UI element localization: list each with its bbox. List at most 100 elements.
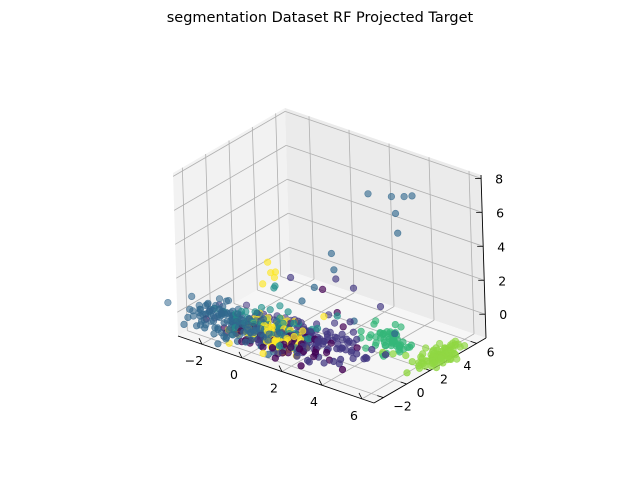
scatter-point-class-2 — [391, 209, 400, 218]
scatter-point-class-4 — [370, 320, 378, 328]
y-tick-label: 2 — [440, 372, 448, 387]
grid-z-left — [177, 246, 290, 313]
scatter-point-class-2 — [201, 324, 209, 332]
scatter-point-class-2 — [240, 328, 248, 336]
scatter-point-class-2 — [227, 317, 235, 325]
scatter-point-class-1 — [287, 273, 295, 282]
scatter-point-class-4 — [382, 342, 390, 350]
scatter-point-class-1 — [320, 359, 328, 367]
x-axis-line — [177, 335, 375, 404]
scatter-point-class-1 — [338, 344, 346, 352]
scatter-point-class-0 — [271, 354, 279, 362]
scatter-point-class-2 — [214, 340, 222, 348]
scatter-point-class-5 — [451, 351, 460, 359]
z-tick-label: 2 — [498, 273, 506, 288]
y-tick-label: 4 — [463, 358, 471, 373]
scatter-point-class-3 — [284, 308, 292, 316]
x-tick-label: −2 — [185, 353, 203, 368]
grid-x-back — [388, 143, 395, 307]
scatter-point-class-2 — [234, 310, 242, 318]
grid-x-back — [428, 157, 435, 321]
scatter-point-class-5 — [456, 343, 464, 351]
scatter-point-class-2 — [188, 292, 196, 301]
y-tick-label: −2 — [393, 399, 411, 414]
scatter-point-class-3 — [276, 302, 284, 310]
z-tick-label: 0 — [499, 307, 507, 322]
scatter-point-class-1 — [346, 318, 354, 326]
scatter-point-class-2 — [242, 338, 250, 346]
z-tick-label: 4 — [497, 239, 505, 254]
scatter-point-class-6 — [290, 332, 298, 341]
scatter-point-class-3 — [290, 319, 298, 328]
grid-x-back — [468, 170, 475, 334]
x-tick-label: 6 — [350, 408, 358, 423]
scatter-point-class-4 — [365, 333, 373, 342]
scatter-point-class-0 — [338, 366, 347, 374]
grid-z-left — [172, 111, 286, 177]
grid-z-back — [289, 246, 486, 315]
grid-z-left — [176, 212, 289, 279]
scatter-point-class-6 — [299, 327, 307, 335]
axis-lines — [177, 174, 487, 404]
scatter-point-class-0 — [327, 339, 335, 347]
scatter-point-class-1 — [331, 333, 339, 341]
scatter-point-class-1 — [376, 303, 385, 311]
scatter-point-class-2 — [209, 317, 218, 325]
scatter-point-class-6 — [320, 313, 328, 321]
scatter-point-class-5 — [389, 350, 397, 358]
scatter-point-class-1 — [337, 355, 345, 364]
scatter-point-class-5 — [403, 369, 411, 377]
data-points — [164, 190, 469, 377]
z-tick-label: 8 — [495, 171, 503, 186]
scatter-point-class-4 — [357, 327, 365, 335]
scatter-point-class-5 — [415, 362, 423, 370]
scatter-point-class-2 — [215, 295, 224, 303]
scatter-point-class-2 — [222, 297, 230, 305]
scatter-point-class-4 — [391, 321, 399, 329]
scatter-point-class-0 — [353, 344, 361, 352]
x-tick-label: 2 — [270, 381, 278, 396]
grid-y-left — [181, 167, 188, 331]
scatter-point-class-2 — [184, 313, 192, 322]
scatter-point-class-2 — [204, 299, 212, 307]
scatter-point-class-2 — [330, 266, 338, 274]
scatter-point-class-3 — [275, 342, 284, 350]
scatter-point-class-3 — [271, 282, 279, 290]
scatter-point-class-2 — [394, 229, 402, 237]
scatter-point-class-1 — [344, 339, 352, 347]
grid-z-back — [286, 144, 483, 213]
scatter-point-class-5 — [402, 351, 410, 360]
grid-y-left — [275, 113, 282, 277]
y-tick-mark — [400, 381, 407, 385]
scatter-point-class-4 — [395, 346, 403, 354]
grid-y-left — [251, 126, 258, 290]
scatter-point-class-1 — [353, 350, 361, 358]
scatter-point-class-1 — [319, 340, 327, 348]
scatter-point-class-2 — [196, 312, 204, 320]
x-tick-mark — [238, 351, 243, 359]
scatter-point-class-5 — [427, 362, 435, 370]
grid-x-back — [308, 116, 315, 280]
scatter-point-class-2 — [310, 283, 318, 292]
scatter-point-class-6 — [271, 268, 280, 276]
grid-z-back — [288, 212, 485, 281]
scatter-point-class-6 — [259, 349, 267, 358]
scatter-point-class-0 — [268, 344, 277, 352]
y-tick-label: 0 — [417, 385, 425, 400]
scatter-point-class-2 — [400, 193, 408, 201]
y-tick-mark — [377, 395, 384, 398]
scatter-point-class-4 — [388, 338, 396, 346]
x-tick-mark — [278, 365, 283, 372]
x-tick-mark — [358, 392, 363, 400]
scatter-point-class-2 — [229, 331, 237, 339]
scatter-point-class-5 — [408, 358, 416, 366]
x-tick-mark — [198, 338, 203, 345]
scatter-point-class-2 — [391, 330, 399, 338]
scatter-point-class-2 — [273, 330, 282, 338]
scatter-point-class-1 — [349, 284, 358, 292]
chart-title: segmentation Dataset RF Projected Target — [167, 10, 474, 26]
x-tick-label: 0 — [230, 367, 238, 382]
scatter-point-class-1 — [349, 328, 358, 336]
